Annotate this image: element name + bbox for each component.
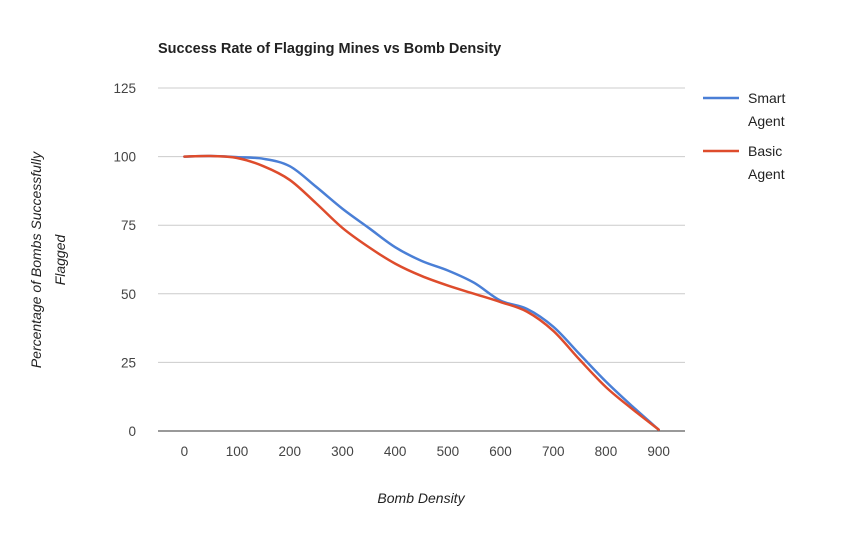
y-axis-title-line-1: Percentage of Bombs Successfully [28, 151, 44, 368]
gridlines [158, 87, 685, 432]
x-tick-label: 500 [437, 444, 460, 459]
y-tick-label: 75 [121, 218, 136, 233]
y-tick-label: 25 [121, 355, 136, 370]
chart-title: Success Rate of Flagging Mines vs Bomb D… [158, 41, 501, 57]
legend-label-basic-agent: Basic Agent [748, 143, 785, 182]
x-axis-tick-labels: 0 100 200 300 400 500 600 700 800 900 [181, 444, 670, 459]
y-tick-label: 0 [128, 424, 136, 439]
legend: Smart Agent Basic Agent [703, 90, 785, 182]
x-tick-label: 0 [181, 444, 189, 459]
y-tick-label: 50 [121, 287, 136, 302]
series-lines [183, 154, 660, 431]
series-line-smart-agent [183, 154, 660, 431]
x-tick-label: 400 [384, 444, 407, 459]
x-tick-label: 200 [278, 444, 301, 459]
x-axis-title: Bomb Density [377, 490, 465, 506]
x-tick-label: 800 [595, 444, 618, 459]
series-line-basic-agent [183, 154, 660, 431]
y-tick-label: 125 [113, 81, 136, 96]
x-tick-label: 700 [542, 444, 565, 459]
y-axis-tick-labels: 0 25 50 75 100 125 [113, 81, 136, 439]
y-axis-title-line-2: Flagged [52, 233, 68, 285]
x-tick-label: 100 [226, 444, 249, 459]
y-axis-title: Percentage of Bombs Successfully Flagged [28, 151, 68, 368]
y-tick-label: 100 [113, 150, 136, 165]
x-tick-label: 300 [331, 444, 354, 459]
legend-label-smart-agent: Smart Agent [748, 90, 785, 129]
x-tick-label: 600 [489, 444, 512, 459]
x-tick-label: 900 [647, 444, 670, 459]
